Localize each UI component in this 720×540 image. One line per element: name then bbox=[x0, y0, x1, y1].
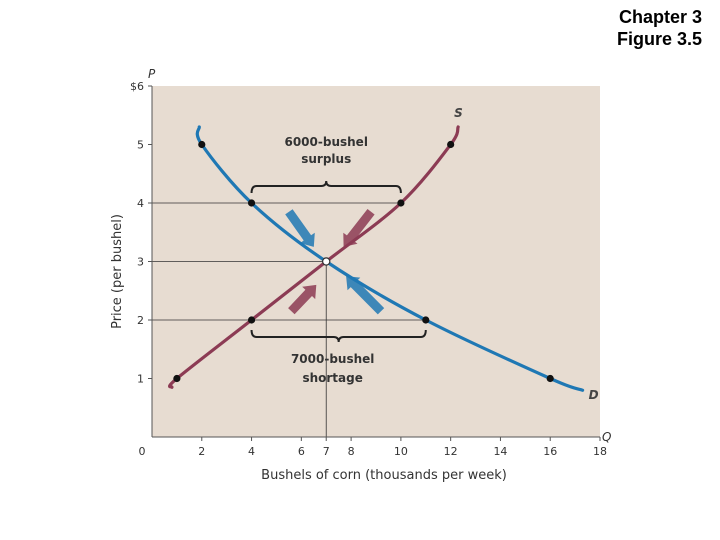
text-labels: P Q Bushels of corn (thousands per week) Pr… bbox=[110, 67, 611, 483]
y-axis-label: Price (per bushel) bbox=[110, 214, 125, 329]
x-tick-label: 7 bbox=[323, 445, 330, 458]
movement-arrow-2 bbox=[343, 209, 375, 247]
x-tick-label: 4 bbox=[248, 445, 255, 458]
y-tick-label: 2 bbox=[137, 314, 144, 327]
x-tick-label: 8 bbox=[348, 445, 355, 458]
demand-label: D bbox=[589, 388, 599, 402]
x-axis-label: Bushels of corn (thousands per week) bbox=[261, 468, 507, 483]
surplus-label-line1: 6000-bushel bbox=[284, 135, 367, 149]
movement-arrow-1 bbox=[285, 209, 315, 247]
y-tick-label: 3 bbox=[137, 256, 144, 269]
chapter-label: Chapter 3 bbox=[618, 7, 702, 27]
braces bbox=[250, 180, 427, 343]
y-tick-label: 1 bbox=[137, 373, 144, 386]
x-tick-label: 6 bbox=[298, 445, 305, 458]
demand-point bbox=[422, 316, 430, 324]
figure-label: Figure 3.5 bbox=[616, 29, 702, 49]
supply-point bbox=[447, 140, 455, 149]
supply-label: S bbox=[454, 106, 463, 120]
data-points bbox=[173, 140, 554, 383]
movement-arrow-3 bbox=[288, 284, 317, 315]
movement-arrow-4 bbox=[346, 276, 385, 315]
shortage-label-line2: shortage bbox=[302, 371, 362, 385]
surplus-label-line2: surplus bbox=[301, 152, 351, 166]
supply-point bbox=[397, 199, 405, 207]
y-axis-letter: P bbox=[148, 67, 156, 81]
equilibrium-point bbox=[322, 257, 331, 266]
demand-point bbox=[546, 374, 554, 383]
surplus-brace bbox=[250, 180, 402, 194]
y-tick-label: 5 bbox=[137, 139, 144, 152]
x-tick-label: 10 bbox=[394, 445, 408, 458]
supply-point bbox=[247, 316, 256, 324]
x-tick-label: 14 bbox=[493, 445, 507, 458]
shortage-brace bbox=[250, 329, 427, 343]
demand-point bbox=[198, 140, 206, 149]
x-tick-label: 2 bbox=[198, 445, 205, 458]
x-axis-letter: Q bbox=[602, 430, 611, 444]
y-tick-label: 4 bbox=[137, 197, 144, 210]
x-tick-label: 16 bbox=[543, 445, 557, 458]
movement-arrows bbox=[285, 209, 385, 315]
demand-point bbox=[247, 199, 256, 207]
y-tick-label: $6 bbox=[130, 80, 144, 93]
guide-lines bbox=[152, 202, 426, 437]
supply-point bbox=[173, 374, 181, 383]
x-tick-label: 0 bbox=[139, 445, 146, 458]
x-tick-label: 18 bbox=[593, 445, 607, 458]
x-tick-label: 12 bbox=[444, 445, 458, 458]
shortage-label-line1: 7000-bushel bbox=[291, 352, 374, 366]
slide-header: Chapter 3 Figure 3.5 bbox=[617, 6, 702, 50]
demand-curve bbox=[195, 125, 585, 392]
